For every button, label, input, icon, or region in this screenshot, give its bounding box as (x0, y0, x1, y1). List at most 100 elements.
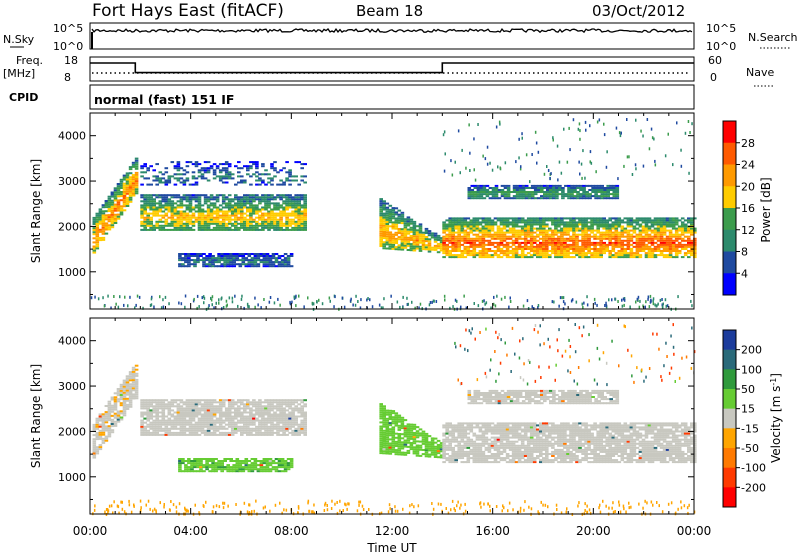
heatmap-cell (303, 163, 307, 166)
heatmap-cell (496, 243, 501, 246)
heatmap-cell (549, 176, 551, 180)
heatmap-cell (258, 216, 262, 219)
heatmap-cell (206, 222, 211, 225)
heatmap-cell (92, 434, 97, 437)
heatmap-cell (617, 245, 622, 248)
heatmap-cell (656, 225, 661, 228)
heatmap-cell (243, 218, 247, 221)
heatmap-cell (249, 204, 253, 207)
heatmap-cell (282, 429, 286, 432)
heatmap-cell (442, 248, 446, 250)
heatmap-cell (593, 237, 597, 240)
heatmap-cell (539, 221, 543, 224)
heatmap-cell (584, 245, 588, 248)
heatmap-cell (134, 161, 139, 164)
heatmap-cell (155, 226, 159, 229)
heatmap-cell (397, 248, 402, 251)
heatmap-cell (495, 125, 498, 129)
heatmap-cell (693, 250, 697, 252)
heatmap-cell (200, 413, 205, 416)
heatmap-cell (563, 239, 567, 242)
heatmap-cell (602, 237, 606, 240)
heatmap-cell (651, 136, 654, 140)
heatmap-cell (226, 259, 230, 262)
heatmap-cell (267, 202, 271, 205)
heatmap-cell (256, 265, 261, 268)
heatmap-cell (505, 237, 510, 240)
heatmap-cell (264, 405, 268, 408)
heatmap-cell (152, 415, 156, 418)
heatmap-cell (570, 299, 573, 303)
heatmap-cell (599, 231, 603, 234)
heatmap-cell (116, 418, 121, 421)
heatmap-cell (693, 252, 697, 255)
heatmap-cell (125, 200, 130, 203)
heatmap-cell (158, 405, 163, 408)
heatmap-cell (206, 208, 211, 211)
heatmap-cell (623, 298, 626, 302)
heatmap-cell (125, 186, 130, 189)
heatmap-cell (385, 210, 390, 213)
heatmap-cell (227, 175, 232, 178)
heatmap-cell (653, 235, 658, 238)
heatmap-cell (659, 221, 664, 224)
heatmap-cell (113, 191, 118, 194)
heatmap-cell (197, 214, 202, 217)
heatmap-cell (101, 216, 106, 219)
heatmap-cell (176, 228, 181, 231)
heatmap-cell (279, 194, 283, 197)
heatmap-cell (466, 231, 471, 234)
heatmap-cell (212, 429, 217, 432)
heatmap-cell (274, 265, 279, 268)
heatmap-cell (467, 193, 472, 196)
heatmap-cell (279, 427, 283, 430)
heatmap-cell (146, 194, 150, 197)
heatmap-cell (421, 233, 426, 236)
heatmap-cell (454, 217, 458, 220)
heatmap-cell (98, 448, 103, 451)
heatmap-cell (215, 425, 220, 428)
heatmap-cell (259, 259, 264, 262)
heatmap-cell (638, 219, 643, 222)
heatmap-cell (493, 223, 498, 226)
heatmap-cell (540, 195, 544, 198)
heatmap-cell (656, 227, 661, 230)
heatmap-cell (494, 189, 499, 191)
heatmap-cell (473, 193, 478, 196)
heatmap-cell (614, 254, 619, 257)
heatmap-cell (662, 217, 667, 220)
heatmap-cell (564, 302, 566, 306)
heatmap-cell (267, 173, 271, 176)
heatmap-cell (267, 212, 271, 215)
heatmap-cell (529, 235, 534, 238)
heatmap-cell (224, 214, 229, 217)
heatmap-cell (218, 413, 223, 416)
heatmap-cell (107, 429, 112, 432)
heatmap-cell (273, 423, 277, 426)
heatmap-cell (140, 171, 144, 174)
heatmap-cell (662, 243, 667, 246)
heatmap-cell (502, 252, 507, 255)
heatmap-cell (164, 429, 169, 432)
heatmap-cell (279, 419, 283, 422)
heatmap-cell (182, 226, 187, 229)
heatmap-cell (355, 294, 357, 298)
heatmap-cell (92, 446, 97, 449)
heatmap-cell (155, 196, 159, 199)
heatmap-cell (252, 226, 256, 229)
heatmap-cell (433, 234, 438, 237)
heatmap-cell (653, 231, 658, 234)
heatmap-cell (539, 256, 543, 259)
heatmap-cell (197, 212, 202, 215)
heatmap-cell (412, 247, 417, 250)
heatmap-cell (288, 421, 292, 424)
heatmap-cell (687, 217, 691, 220)
heatmap-cell (221, 218, 226, 221)
heatmap-cell (218, 399, 223, 402)
heatmap-cell (167, 411, 172, 414)
heatmap-cell (649, 294, 652, 298)
heatmap-cell (584, 235, 588, 238)
heatmap-cell (188, 425, 193, 428)
heatmap-cell (282, 417, 286, 420)
heatmap-cell (572, 241, 576, 244)
